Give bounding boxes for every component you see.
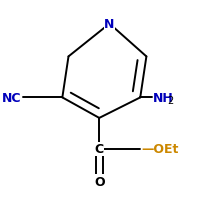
Text: N: N [104, 18, 115, 31]
Text: C: C [95, 142, 104, 155]
Text: NH: NH [153, 91, 173, 104]
Text: O: O [94, 175, 104, 188]
Text: 2: 2 [167, 96, 173, 106]
Text: —OEt: —OEt [141, 142, 179, 155]
Text: NC: NC [2, 91, 21, 104]
